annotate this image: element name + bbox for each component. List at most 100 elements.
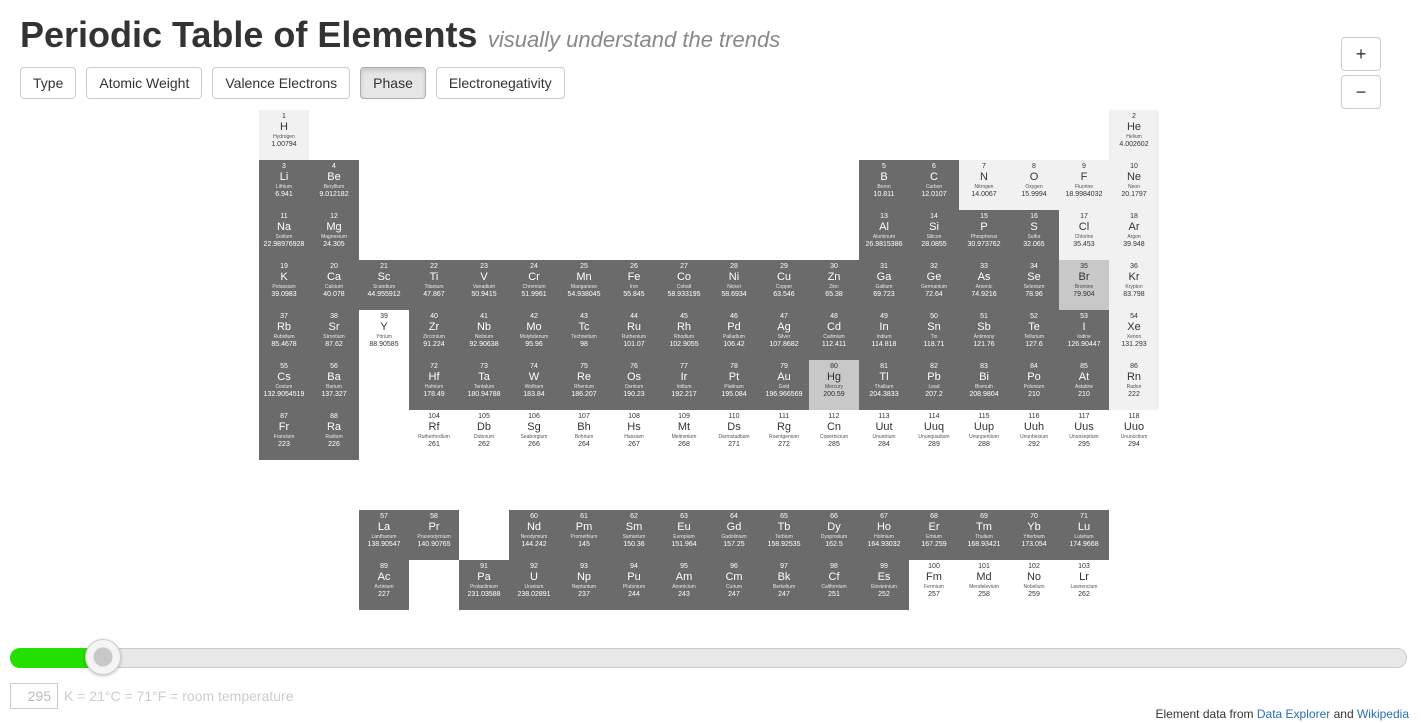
element-darmstadtium[interactable]: 110 Ds Darmstadtium 271 [709, 410, 759, 460]
element-selenium[interactable]: 34 Se Selenium 78.96 [1009, 260, 1059, 310]
element-platinum[interactable]: 78 Pt Platinum 195.084 [709, 360, 759, 410]
element-ununoctium[interactable]: 118 Uuo Ununoctium 294 [1109, 410, 1159, 460]
element-neon[interactable]: 10 Ne Neon 20.1797 [1109, 160, 1159, 210]
element-rubidium[interactable]: 37 Rb Rubidium 85.4678 [259, 310, 309, 360]
element-chromium[interactable]: 24 Cr Chromium 51.9961 [509, 260, 559, 310]
element-curium[interactable]: 96 Cm Curium 247 [709, 560, 759, 610]
element-seaborgium[interactable]: 106 Sg Seaborgium 266 [509, 410, 559, 460]
element-bismuth[interactable]: 83 Bi Bismuth 208.9804 [959, 360, 1009, 410]
element-niobium[interactable]: 41 Nb Niobium 92.90638 [459, 310, 509, 360]
element-iridium[interactable]: 77 Ir Iridium 192.217 [659, 360, 709, 410]
element-fermium[interactable]: 100 Fm Fermium 257 [909, 560, 959, 610]
element-cesium[interactable]: 55 Cs Cesium 132.9054519 [259, 360, 309, 410]
element-ununpentium[interactable]: 115 Uup Ununpentium 288 [959, 410, 1009, 460]
element-californium[interactable]: 98 Cf Californium 251 [809, 560, 859, 610]
element-aluminum[interactable]: 13 Al Aluminum 26.9815386 [859, 210, 909, 260]
element-silver[interactable]: 47 Ag Silver 107.8682 [759, 310, 809, 360]
element-astatine[interactable]: 85 At Astatine 210 [1059, 360, 1109, 410]
element-calcium[interactable]: 20 Ca Calcium 40.078 [309, 260, 359, 310]
temperature-input[interactable] [10, 683, 58, 709]
element-barium[interactable]: 56 Ba Barium 137.327 [309, 360, 359, 410]
element-mercury[interactable]: 80 Hg Mercury 200.59 [809, 360, 859, 410]
element-lead[interactable]: 82 Pb Lead 207.2 [909, 360, 959, 410]
element-thallium[interactable]: 81 Tl Thallium 204.3833 [859, 360, 909, 410]
element-tin[interactable]: 50 Sn Tin 118.71 [909, 310, 959, 360]
element-helium[interactable]: 2 He Helium 4.002602 [1109, 110, 1159, 160]
element-fluorine[interactable]: 9 F Fluorine 18.9984032 [1059, 160, 1109, 210]
slider-handle[interactable] [85, 639, 121, 675]
element-rhodium[interactable]: 45 Rh Rhodium 102.9055 [659, 310, 709, 360]
mode-button-valence-electrons[interactable]: Valence Electrons [212, 67, 351, 99]
element-ununhexium[interactable]: 116 Uuh Ununhexium 292 [1009, 410, 1059, 460]
element-xenon[interactable]: 54 Xe Xenon 131.293 [1109, 310, 1159, 360]
mode-button-atomic-weight[interactable]: Atomic Weight [86, 67, 203, 99]
element-iodine[interactable]: 53 I Iodine 126.90447 [1059, 310, 1109, 360]
element-oxygen[interactable]: 8 O Oxygen 15.9994 [1009, 160, 1059, 210]
element-copernicium[interactable]: 112 Cn Copernicium 285 [809, 410, 859, 460]
element-sodium[interactable]: 11 Na Sodium 22.98976928 [259, 210, 309, 260]
element-praseodymium[interactable]: 58 Pr Praseodymium 140.90765 [409, 510, 459, 560]
element-boron[interactable]: 5 B Boron 10.811 [859, 160, 909, 210]
element-cobalt[interactable]: 27 Co Cobalt 58.933195 [659, 260, 709, 310]
element-terbium[interactable]: 65 Tb Terbium 158.92535 [759, 510, 809, 560]
element-polonium[interactable]: 84 Po Polonium 210 [1009, 360, 1059, 410]
element-molybdenum[interactable]: 42 Mo Molybdenum 95.96 [509, 310, 559, 360]
element-europium[interactable]: 63 Eu Europium 151.964 [659, 510, 709, 560]
element-gold[interactable]: 79 Au Gold 196.966569 [759, 360, 809, 410]
element-gadolinium[interactable]: 64 Gd Gadolinium 157.25 [709, 510, 759, 560]
element-zinc[interactable]: 30 Zn Zinc 65.38 [809, 260, 859, 310]
element-technetium[interactable]: 43 Tc Technetium 98 [559, 310, 609, 360]
element-roentgenium[interactable]: 111 Rg Roentgenium 272 [759, 410, 809, 460]
element-rutherfordium[interactable]: 104 Rf Rutherfordium 261 [409, 410, 459, 460]
element-cadmium[interactable]: 48 Cd Cadmium 112.411 [809, 310, 859, 360]
element-hassium[interactable]: 108 Hs Hassium 267 [609, 410, 659, 460]
element-hydrogen[interactable]: 1 H Hydrogen 1.00794 [259, 110, 309, 160]
element-promethium[interactable]: 61 Pm Promethium 145 [559, 510, 609, 560]
element-berkelium[interactable]: 97 Bk Berkelium 247 [759, 560, 809, 610]
element-dysprosium[interactable]: 66 Dy Dysprosium 162.5 [809, 510, 859, 560]
zoom-out-button[interactable]: − [1341, 75, 1381, 109]
element-holmium[interactable]: 67 Ho Holmium 164.93032 [859, 510, 909, 560]
element-thulium[interactable]: 69 Tm Thulium 168.93421 [959, 510, 1009, 560]
element-neodymium[interactable]: 60 Nd Neodymium 144.242 [509, 510, 559, 560]
element-meitnerium[interactable]: 109 Mt Meitnerium 268 [659, 410, 709, 460]
temperature-slider[interactable] [10, 639, 1407, 675]
element-hafnium[interactable]: 72 Hf Hafnium 178.49 [409, 360, 459, 410]
element-antimony[interactable]: 51 Sb Antimony 121.76 [959, 310, 1009, 360]
element-ruthenium[interactable]: 44 Ru Ruthenium 101.07 [609, 310, 659, 360]
element-wolfram[interactable]: 74 W Wolfram 183.84 [509, 360, 559, 410]
element-ununtrium[interactable]: 113 Uut Ununtrium 284 [859, 410, 909, 460]
element-protactinium[interactable]: 91 Pa Protactinium 231.03588 [459, 560, 509, 610]
element-ununquadium[interactable]: 114 Uuq Ununquadium 289 [909, 410, 959, 460]
element-carbon[interactable]: 6 C Carbon 12.0107 [909, 160, 959, 210]
element-americium[interactable]: 95 Am Americium 243 [659, 560, 709, 610]
element-dubnium[interactable]: 105 Db Dubnium 262 [459, 410, 509, 460]
element-titanium[interactable]: 22 Ti Titanium 47.867 [409, 260, 459, 310]
mode-button-type[interactable]: Type [20, 67, 77, 99]
data-explorer-link[interactable]: Data Explorer [1256, 707, 1331, 721]
element-osmium[interactable]: 76 Os Osmium 190.23 [609, 360, 659, 410]
element-yttrium[interactable]: 39 Y Yttrium 88.90585 [359, 310, 409, 360]
element-neptunium[interactable]: 93 Np Neptunium 237 [559, 560, 609, 610]
element-rhenium[interactable]: 75 Re Rhenium 186.207 [559, 360, 609, 410]
element-nitrogen[interactable]: 7 N Nitrogen 14.0067 [959, 160, 1009, 210]
element-argon[interactable]: 18 Ar Argon 39.948 [1109, 210, 1159, 260]
element-palladium[interactable]: 46 Pd Palladium 106.42 [709, 310, 759, 360]
element-zirconium[interactable]: 40 Zr Zirconium 91.224 [409, 310, 459, 360]
element-magnesium[interactable]: 12 Mg Magnesium 24.305 [309, 210, 359, 260]
element-gallium[interactable]: 31 Ga Gallium 69.723 [859, 260, 909, 310]
element-lutetium[interactable]: 71 Lu Lutetium 174.9668 [1059, 510, 1109, 560]
element-scandium[interactable]: 21 Sc Scandium 44.955912 [359, 260, 409, 310]
slider-track[interactable] [10, 648, 1407, 668]
element-ununseptium[interactable]: 117 Uus Ununseptium 295 [1059, 410, 1109, 460]
element-indium[interactable]: 49 In Indium 114.818 [859, 310, 909, 360]
element-phosphorus[interactable]: 15 P Phosphorus 30.973762 [959, 210, 1009, 260]
element-germanium[interactable]: 32 Ge Germanium 72.64 [909, 260, 959, 310]
element-beryllium[interactable]: 4 Be Beryllium 9.012182 [309, 160, 359, 210]
element-manganese[interactable]: 25 Mn Manganese 54.938045 [559, 260, 609, 310]
element-tellurium[interactable]: 52 Te Tellurium 127.6 [1009, 310, 1059, 360]
wikipedia-link[interactable]: Wikipedia [1356, 707, 1409, 721]
element-einsteinium[interactable]: 99 Es Einsteinium 252 [859, 560, 909, 610]
element-ytterbium[interactable]: 70 Yb Ytterbium 173.054 [1009, 510, 1059, 560]
mode-button-electronegativity[interactable]: Electronegativity [435, 67, 565, 99]
